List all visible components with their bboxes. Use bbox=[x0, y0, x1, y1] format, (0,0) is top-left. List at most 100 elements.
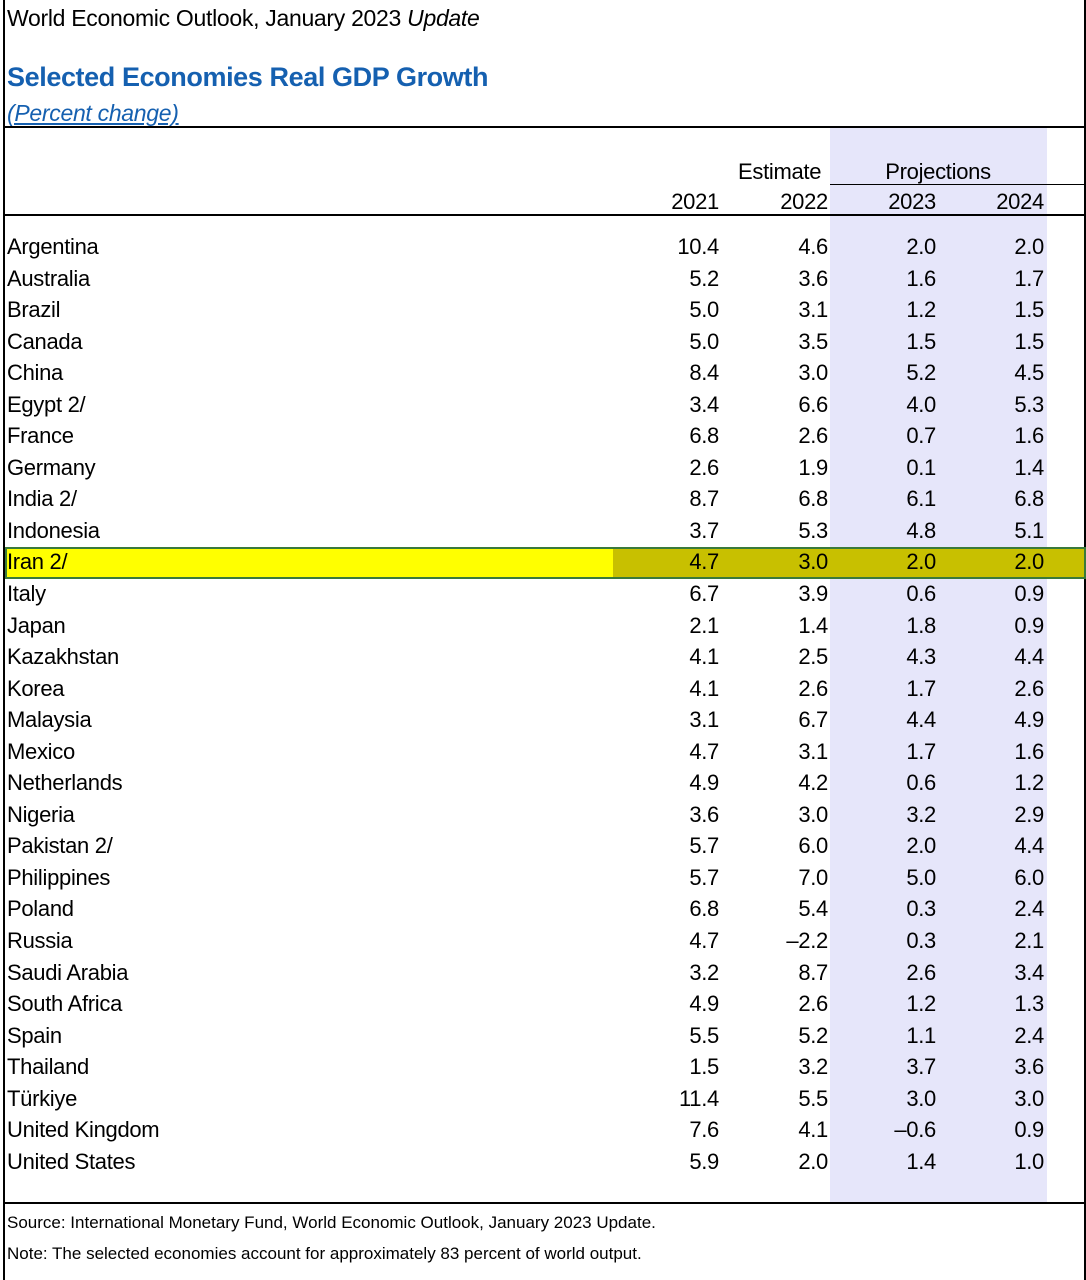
value-2022: 6.6 bbox=[798, 391, 828, 417]
value-2024: 5.1 bbox=[1014, 517, 1044, 543]
value-2024: 2.0 bbox=[1014, 234, 1044, 259]
publication-header: World Economic Outlook, January 2023 Upd… bbox=[7, 5, 480, 32]
country-name: Japan bbox=[7, 612, 66, 638]
value-2024: 1.5 bbox=[1014, 328, 1044, 354]
value-2022: 3.6 bbox=[798, 265, 828, 291]
value-2022: 3.1 bbox=[798, 738, 828, 764]
country-name: Indonesia bbox=[7, 517, 100, 543]
frame-left-border bbox=[3, 0, 5, 1280]
value-2023: 1.7 bbox=[906, 738, 936, 764]
value-2024: 3.0 bbox=[1014, 1085, 1044, 1111]
value-2023: 1.5 bbox=[906, 328, 936, 354]
value-2024: 1.2 bbox=[1014, 770, 1044, 796]
table-row: Poland 6.8 5.4 0.3 2.4 bbox=[0, 894, 1086, 926]
value-2022: 3.0 bbox=[798, 360, 828, 386]
value-2021: 8.7 bbox=[689, 486, 719, 512]
country-name: Netherlands bbox=[7, 770, 123, 796]
value-2023: 4.4 bbox=[906, 707, 936, 733]
table-row: United Kingdom 7.6 4.1 –0.6 0.9 bbox=[0, 1115, 1086, 1147]
value-2024: 2.9 bbox=[1014, 801, 1044, 827]
value-2021: 5.7 bbox=[689, 864, 719, 890]
value-2023: 1.4 bbox=[906, 1148, 936, 1174]
top-rule bbox=[5, 126, 1086, 128]
year-header-2023: 2023 bbox=[888, 189, 936, 214]
value-2023: 0.6 bbox=[906, 581, 936, 607]
value-2022: 3.1 bbox=[798, 297, 828, 323]
table-row: Korea 4.1 2.6 1.7 2.6 bbox=[0, 674, 1086, 706]
value-2023: 1.2 bbox=[906, 991, 936, 1017]
table-row: Türkiye 11.4 5.5 3.0 3.0 bbox=[0, 1084, 1086, 1116]
value-2022: 6.0 bbox=[798, 833, 828, 859]
value-2021: 4.9 bbox=[689, 991, 719, 1017]
value-2022: 4.1 bbox=[798, 1117, 828, 1143]
table-row: Netherlands 4.9 4.2 0.6 1.2 bbox=[0, 768, 1086, 800]
country-name: Kazakhstan bbox=[7, 644, 119, 670]
value-2022: 1.4 bbox=[798, 612, 828, 638]
value-2021: 4.9 bbox=[689, 770, 719, 796]
value-2023: 3.7 bbox=[906, 1054, 936, 1080]
value-2021: 4.7 bbox=[689, 928, 719, 954]
country-name: Thailand bbox=[7, 1054, 89, 1080]
table-row: China 8.4 3.0 5.2 4.5 bbox=[0, 358, 1086, 390]
value-2022: 8.7 bbox=[798, 959, 828, 985]
value-2023: 0.3 bbox=[906, 928, 936, 954]
year-header-2021: 2021 bbox=[671, 189, 719, 214]
value-2024: 1.7 bbox=[1014, 265, 1044, 291]
value-2023: 2.0 bbox=[906, 549, 936, 575]
country-name: Canada bbox=[7, 328, 83, 354]
country-name: China bbox=[7, 360, 63, 386]
value-2022: 3.0 bbox=[798, 549, 828, 575]
value-2024: 3.4 bbox=[1014, 959, 1044, 985]
value-2021: 3.6 bbox=[689, 801, 719, 827]
value-2023: 0.7 bbox=[906, 423, 936, 449]
country-name: Saudi Arabia bbox=[7, 959, 129, 985]
value-2022: 5.4 bbox=[798, 896, 828, 922]
value-2024: 4.4 bbox=[1014, 644, 1044, 670]
country-name: Mexico bbox=[7, 738, 75, 764]
table-row: Spain 5.5 5.2 1.1 2.4 bbox=[0, 1021, 1086, 1053]
country-name: Germany bbox=[7, 454, 96, 480]
value-2021: 4.7 bbox=[689, 549, 719, 575]
value-2023: 1.1 bbox=[906, 1022, 936, 1048]
value-2024: 2.4 bbox=[1014, 896, 1044, 922]
table-row: Kazakhstan 4.1 2.5 4.3 4.4 bbox=[0, 642, 1086, 674]
value-2023: 1.8 bbox=[906, 612, 936, 638]
country-name: France bbox=[7, 423, 74, 449]
value-2024: 1.4 bbox=[1014, 454, 1044, 480]
value-2024: 3.6 bbox=[1014, 1054, 1044, 1080]
value-2021: 2.1 bbox=[689, 612, 719, 638]
value-2023: 5.2 bbox=[906, 360, 936, 386]
country-name: South Africa bbox=[7, 991, 123, 1017]
table-row: Canada 5.0 3.5 1.5 1.5 bbox=[0, 327, 1086, 359]
value-2021: 3.4 bbox=[689, 391, 719, 417]
country-name: Philippines bbox=[7, 864, 111, 890]
value-2021: 6.8 bbox=[689, 896, 719, 922]
value-2022: 4.6 bbox=[798, 234, 828, 259]
value-2022: 3.5 bbox=[798, 328, 828, 354]
value-2023: 0.3 bbox=[906, 896, 936, 922]
table-row: Nigeria 3.6 3.0 3.2 2.9 bbox=[0, 800, 1086, 832]
table-subtitle: (Percent change) bbox=[7, 100, 179, 126]
value-2023: 1.7 bbox=[906, 675, 936, 701]
value-2023: 4.8 bbox=[906, 517, 936, 543]
year-header-2022: 2022 bbox=[780, 189, 828, 214]
value-2023: 0.1 bbox=[906, 454, 936, 480]
value-2024: 6.0 bbox=[1014, 864, 1044, 890]
value-2023: –0.6 bbox=[894, 1117, 936, 1143]
value-2024: 1.6 bbox=[1014, 423, 1044, 449]
country-name: India 2/ bbox=[7, 486, 77, 512]
value-2021: 2.6 bbox=[689, 454, 719, 480]
value-2022: –2.2 bbox=[786, 928, 828, 954]
value-2021: 6.8 bbox=[689, 423, 719, 449]
value-2021: 5.0 bbox=[689, 297, 719, 323]
value-2021: 4.1 bbox=[689, 644, 719, 670]
value-2022: 3.9 bbox=[798, 581, 828, 607]
value-2021: 4.7 bbox=[689, 738, 719, 764]
value-2022: 2.6 bbox=[798, 991, 828, 1017]
value-2021: 5.7 bbox=[689, 833, 719, 859]
publication-text: World Economic Outlook, January 2023 bbox=[7, 5, 402, 31]
value-2022: 4.2 bbox=[798, 770, 828, 796]
country-name: Russia bbox=[7, 928, 73, 954]
value-2024: 4.5 bbox=[1014, 360, 1044, 386]
table-row: Egypt 2/3.4 6.6 4.0 5.3 bbox=[0, 390, 1086, 422]
